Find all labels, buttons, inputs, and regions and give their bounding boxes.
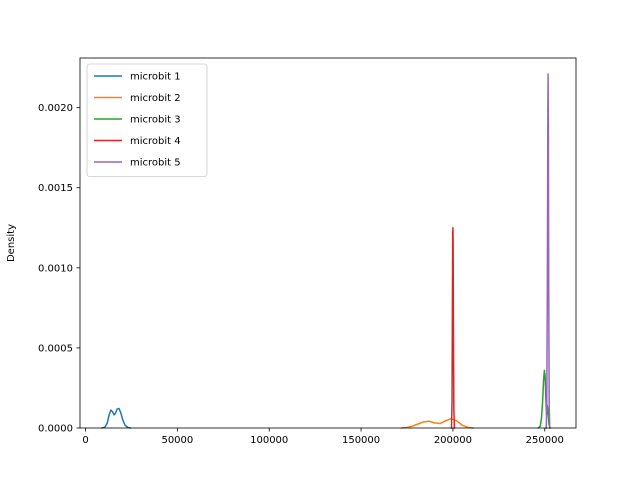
plot-area [101, 73, 552, 430]
y-axis: 0.0000 0.0005 0.0010 0.0015 0.0020 [38, 103, 80, 435]
legend-entry-3: microbit 3 [130, 115, 181, 126]
series-line-2 [400, 417, 474, 429]
series-line-5 [545, 73, 551, 429]
series-line-4 [450, 227, 456, 429]
x-tick-label: 150000 [342, 435, 380, 446]
y-axis-label: Density [6, 224, 17, 262]
legend: microbit 1 microbit 2 microbit 3 microbit 4… [86, 63, 208, 177]
y-tick-label: 0.0000 [38, 424, 73, 435]
legend-entry-4: microbit 4 [130, 136, 181, 147]
x-tick-label: 50000 [161, 435, 193, 446]
x-tick-label: 0 [82, 435, 88, 446]
y-tick-label: 0.0005 [38, 343, 73, 354]
series-line-1 [101, 407, 132, 429]
y-tick-label: 0.0010 [38, 263, 73, 274]
series-line-3 [537, 369, 552, 430]
legend-entry-5: microbit 5 [130, 158, 181, 169]
legend-entry-2: microbit 2 [130, 93, 181, 104]
x-axis: 0 50000 100000 150000 200000 250000 [82, 428, 564, 446]
y-tick-label: 0.0015 [38, 183, 73, 194]
legend-box [86, 63, 208, 177]
x-tick-label: 100000 [250, 435, 288, 446]
axes-frame [79, 57, 577, 429]
y-tick-label: 0.0020 [38, 103, 73, 114]
x-tick-label: 200000 [434, 435, 472, 446]
legend-entry-1: microbit 1 [130, 72, 181, 83]
x-tick-label: 250000 [526, 435, 564, 446]
